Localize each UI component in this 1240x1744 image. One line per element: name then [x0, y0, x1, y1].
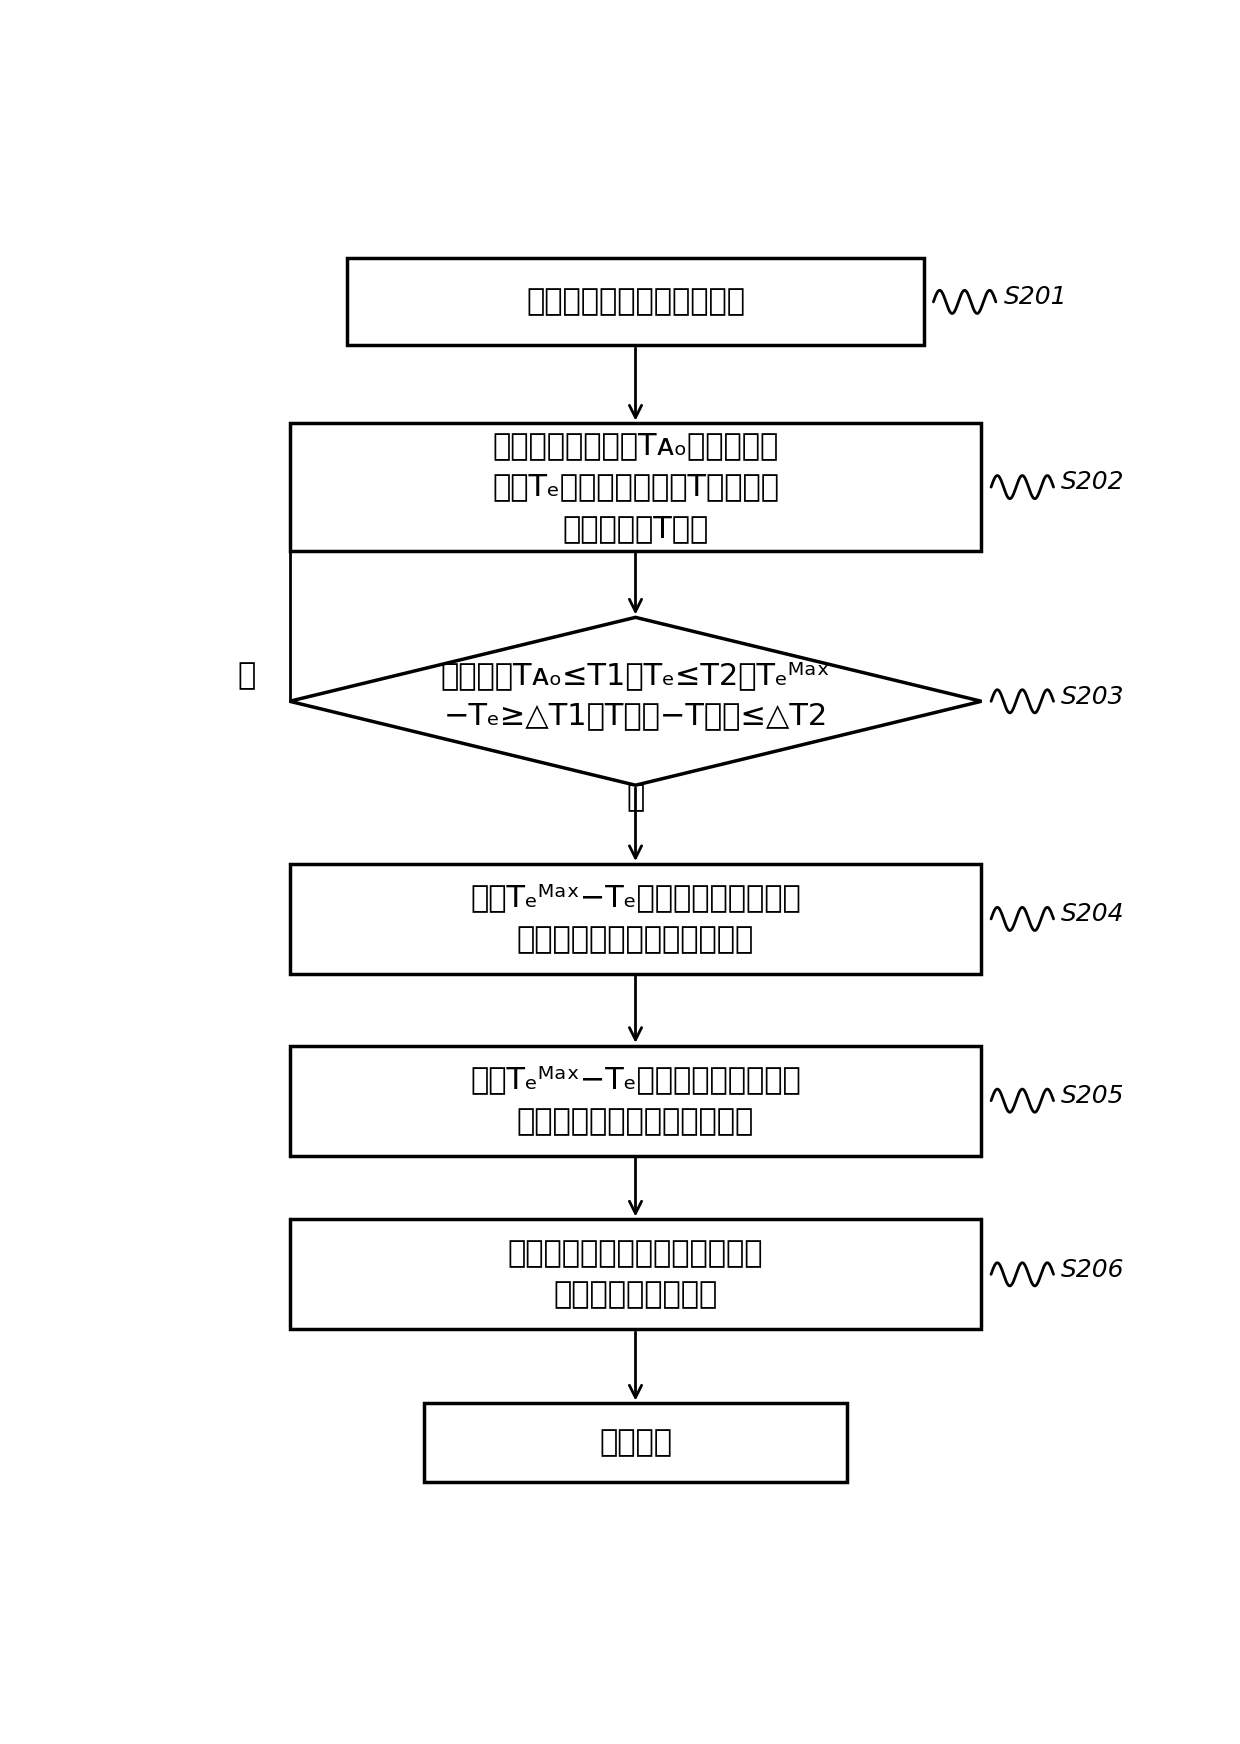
Text: 根据Tₑᴹᵃˣ−Tₑ，从第一速率关联关
系中获取对应的第一加热速率: 根据Tₑᴹᵃˣ−Tₑ，从第一速率关联关 系中获取对应的第一加热速率 — [470, 884, 801, 954]
Text: 流程结束: 流程结束 — [599, 1428, 672, 1456]
Text: S204: S204 — [1061, 902, 1125, 926]
Text: S205: S205 — [1061, 1085, 1125, 1107]
Text: 按照所述第一加热速率和第一加
热时长开启加热装置: 按照所述第一加热速率和第一加 热时长开启加热装置 — [507, 1238, 764, 1310]
FancyBboxPatch shape — [290, 1046, 982, 1156]
Polygon shape — [290, 617, 982, 785]
Text: 根据Tₑᴹᵃˣ−Tₑ，从第一时长关联关
系中获取对应的第一加热时长: 根据Tₑᴹᵃˣ−Tₑ，从第一时长关联关 系中获取对应的第一加热时长 — [470, 1066, 801, 1135]
Text: 判断是否Tᴀₒ≤T1，Tₑ≤T2，Tₑᴹᵃˣ
−Tₑ≥△T1且T出液−T进液≤△T2: 判断是否Tᴀₒ≤T1，Tₑ≤T2，Tₑᴹᵃˣ −Tₑ≥△T1且T出液−T进液≤△… — [440, 661, 831, 731]
Text: S203: S203 — [1061, 685, 1125, 708]
Text: S201: S201 — [1003, 286, 1068, 309]
FancyBboxPatch shape — [424, 1402, 847, 1482]
Text: 否: 否 — [237, 661, 255, 691]
Text: S202: S202 — [1061, 471, 1125, 495]
Text: 空调开机，以制热模式运行: 空调开机，以制热模式运行 — [526, 288, 745, 316]
FancyBboxPatch shape — [290, 1219, 982, 1329]
FancyBboxPatch shape — [347, 258, 924, 345]
Text: 是: 是 — [626, 783, 645, 813]
FancyBboxPatch shape — [290, 863, 982, 973]
Text: 检测室外环境温度Tᴀₒ、室外盘管
温度Tₑ、冷媒进液温度T进液和冷
媒出液温度T出液: 检测室外环境温度Tᴀₒ、室外盘管 温度Tₑ、冷媒进液温度T进液和冷 媒出液温度T… — [492, 431, 779, 544]
FancyBboxPatch shape — [290, 424, 982, 551]
Text: S206: S206 — [1061, 1257, 1125, 1282]
